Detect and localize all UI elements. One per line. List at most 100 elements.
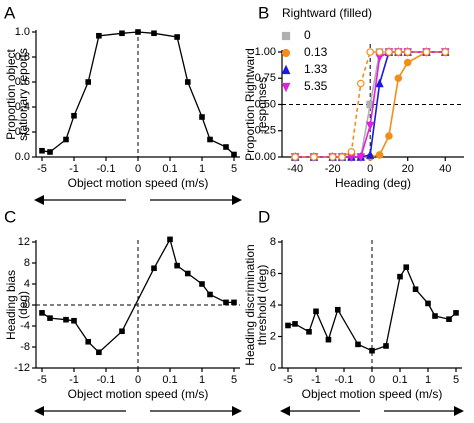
y-axis-label: responses bbox=[255, 77, 269, 132]
marker bbox=[63, 316, 69, 323]
arrow-left-head bbox=[34, 406, 44, 416]
arrow-left-head bbox=[34, 195, 44, 205]
y-axis-label: Proportion object bbox=[4, 48, 18, 139]
y-tick-label: 0.2 bbox=[15, 126, 30, 138]
marker bbox=[334, 306, 341, 313]
marker bbox=[199, 281, 205, 287]
marker bbox=[96, 349, 102, 356]
marker bbox=[174, 262, 180, 269]
marker bbox=[167, 236, 173, 243]
x-axis-label: Object motion speed (m/s) bbox=[68, 176, 209, 190]
marker bbox=[151, 30, 157, 37]
x-tick-label: 0 bbox=[135, 163, 141, 175]
legend-title: Rightward (filled) bbox=[282, 6, 372, 20]
arrow-left-head bbox=[280, 406, 290, 416]
marker bbox=[425, 300, 431, 307]
y-tick-label: 1.0 bbox=[15, 26, 30, 38]
marker bbox=[375, 48, 384, 56]
y-tick-label: 8 bbox=[24, 257, 30, 269]
x-tick-label: 1 bbox=[199, 374, 205, 386]
x-tick-label: 1 bbox=[425, 374, 431, 386]
y-tick-label: 12 bbox=[18, 236, 30, 248]
x-axis-label: Heading (deg) bbox=[335, 176, 411, 190]
x-tick-label: 1 bbox=[199, 163, 205, 175]
y-tick-label: 0.6 bbox=[15, 76, 30, 88]
marker bbox=[96, 32, 102, 39]
x-tick-label: 5 bbox=[231, 163, 237, 175]
y-tick-label: -4 bbox=[20, 320, 30, 332]
marker bbox=[199, 114, 205, 120]
y-axis-label: Heading bias bbox=[4, 270, 18, 340]
y-tick-label: -12 bbox=[14, 362, 30, 374]
legend-label: 0.13 bbox=[304, 45, 328, 59]
marker bbox=[292, 321, 298, 327]
x-tick-label: 40 bbox=[439, 163, 451, 175]
marker bbox=[151, 265, 157, 272]
y-tick-label: 0.8 bbox=[15, 51, 30, 63]
marker bbox=[85, 79, 92, 85]
marker bbox=[403, 58, 412, 67]
marker bbox=[285, 322, 291, 329]
marker bbox=[441, 48, 450, 56]
x-tick-label: -0.1 bbox=[97, 374, 116, 386]
legend-marker bbox=[281, 64, 291, 75]
marker bbox=[366, 121, 375, 131]
y-axis-label: Heading discrimination bbox=[243, 244, 257, 365]
legend-label: 5.35 bbox=[304, 79, 328, 93]
x-tick-label: 20 bbox=[402, 163, 414, 175]
x-tick-label: 0.1 bbox=[162, 163, 177, 175]
arrow-right-head bbox=[232, 195, 242, 205]
marker bbox=[369, 347, 375, 354]
y-tick-label: 4 bbox=[270, 299, 276, 311]
marker bbox=[355, 341, 361, 348]
x-tick-label: 0.1 bbox=[162, 374, 177, 386]
marker bbox=[383, 343, 389, 349]
marker bbox=[39, 147, 45, 154]
marker bbox=[403, 48, 412, 56]
marker bbox=[356, 153, 365, 162]
marker bbox=[432, 313, 438, 319]
marker bbox=[328, 153, 337, 161]
marker bbox=[403, 264, 410, 271]
x-tick-label: 5 bbox=[231, 374, 237, 386]
x-tick-label: -0.1 bbox=[335, 374, 354, 386]
y-axis-label: (deg) bbox=[16, 291, 30, 319]
y-tick-label: 0.4 bbox=[15, 101, 30, 113]
marker bbox=[453, 310, 459, 316]
marker bbox=[63, 136, 69, 143]
y-tick-label: 0.50 bbox=[255, 98, 276, 110]
x-tick-label: 0.1 bbox=[392, 374, 407, 386]
marker bbox=[291, 153, 299, 161]
marker bbox=[394, 74, 403, 83]
marker bbox=[119, 328, 125, 335]
marker bbox=[207, 291, 213, 298]
y-tick-label: 0.00 bbox=[255, 151, 276, 163]
marker bbox=[357, 79, 365, 88]
marker bbox=[394, 48, 403, 56]
panel-label: B bbox=[258, 3, 269, 22]
x-tick-label: -1 bbox=[69, 163, 79, 175]
y-tick-label: 8 bbox=[270, 236, 276, 248]
marker bbox=[231, 151, 237, 158]
marker bbox=[306, 328, 312, 335]
marker bbox=[338, 153, 346, 161]
marker bbox=[207, 136, 213, 143]
x-tick-label: -1 bbox=[311, 374, 321, 386]
x-tick-label: -40 bbox=[287, 163, 303, 175]
marker bbox=[71, 317, 77, 324]
marker bbox=[347, 147, 356, 156]
marker bbox=[412, 286, 419, 293]
marker bbox=[223, 144, 229, 150]
marker bbox=[174, 34, 180, 40]
x-tick-label: -0.1 bbox=[97, 163, 116, 175]
panel-label: C bbox=[4, 207, 16, 226]
y-tick-label: 4 bbox=[24, 278, 30, 290]
marker bbox=[71, 112, 77, 119]
marker bbox=[135, 29, 141, 35]
y-tick-label: 0.75 bbox=[255, 72, 276, 84]
arrow-right-head bbox=[232, 406, 242, 416]
marker bbox=[325, 336, 332, 343]
marker bbox=[47, 149, 53, 155]
y-tick-label: 1.00 bbox=[255, 46, 276, 58]
